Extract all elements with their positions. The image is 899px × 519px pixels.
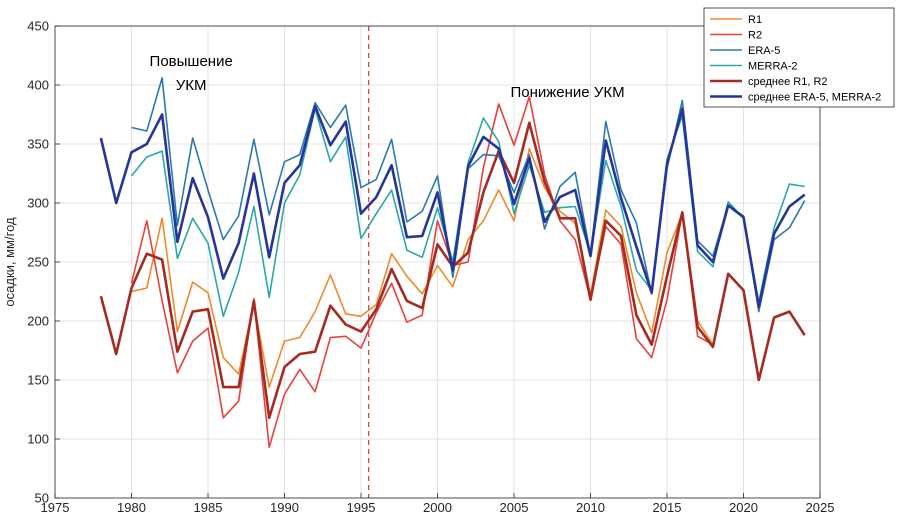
x-tick-label: 1990: [270, 500, 299, 515]
y-axis-title: осадки, мм/год: [2, 217, 17, 307]
legend-box: [703, 7, 895, 108]
x-tick-label: 1985: [194, 500, 223, 515]
y-axis-ticks: 50 100 150 200 250 300 350 400 450: [27, 19, 60, 506]
x-tick-label: 2010: [576, 500, 605, 515]
annotation-text: УКМ: [176, 77, 207, 94]
legend-label: R1: [748, 14, 762, 26]
series-lines: [99, 77, 806, 449]
legend: R1 R2 ERA-5 MERRA-2 среднее R1, R2 среднее ER…: [703, 7, 895, 108]
legend-label: среднее R1, R2: [748, 76, 828, 88]
x-axis-ticks: 1975 1980 1985 1990 1995 2000 2005 2010 2015 2020…: [41, 493, 835, 515]
y-tick-label: 450: [27, 19, 49, 34]
x-tick-label: 2000: [423, 500, 452, 515]
y-tick-label: 350: [27, 137, 49, 152]
x-tick-label: 2025: [806, 500, 835, 515]
annotation-text: Понижение УКМ: [510, 84, 624, 101]
series-line-0: [131, 147, 714, 388]
y-tick-label: 150: [27, 373, 49, 388]
legend-label: R2: [748, 30, 762, 42]
annotation-text: Повышение: [150, 53, 233, 70]
y-tick-label: 100: [27, 432, 49, 447]
x-tick-label: 1995: [347, 500, 376, 515]
x-tick-label: 2015: [653, 500, 682, 515]
series-line-1: [130, 96, 714, 449]
x-tick-label: 1975: [41, 500, 70, 515]
legend-label: ERA-5: [748, 45, 780, 57]
annotations: Повышение УКМ Понижение УКМ: [150, 53, 625, 101]
y-tick-label: 50: [35, 491, 49, 506]
y-tick-label: 250: [27, 255, 49, 270]
x-tick-label: 1980: [117, 500, 146, 515]
legend-label: MERRA-2: [748, 61, 798, 73]
y-tick-label: 300: [27, 196, 49, 211]
series-line-5: [99, 104, 806, 309]
y-tick-label: 400: [27, 78, 49, 93]
x-tick-label: 2005: [500, 500, 529, 515]
y-tick-label: 200: [27, 314, 49, 329]
legend-label: среднее ERA-5, MERRA-2: [748, 92, 881, 104]
x-tick-label: 2020: [729, 500, 758, 515]
